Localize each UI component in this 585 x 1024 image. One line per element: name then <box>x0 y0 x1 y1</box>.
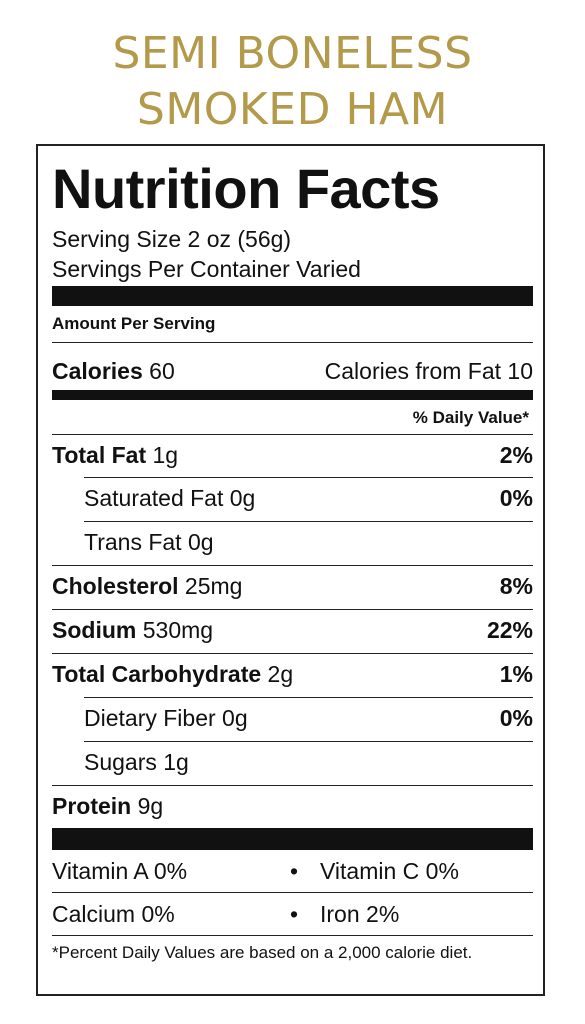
nutrient-amount: 1g <box>163 749 189 775</box>
nutrient-name: Dietary Fiber <box>84 705 216 731</box>
calories-label: Calories <box>52 358 143 384</box>
product-title-line-2: SMOKED HAM <box>136 84 449 135</box>
nutrient-row-dietary-fiber: Dietary Fiber 0g 0% <box>84 705 533 732</box>
nutrient-amount: 0g <box>222 705 248 731</box>
divider <box>52 892 533 893</box>
nutrient-dv: 8% <box>499 573 533 599</box>
nutrient-name: Cholesterol <box>52 573 179 599</box>
nutrient-row-cholesterol: Cholesterol 25mg 8% <box>52 573 533 600</box>
nutrient-row-saturated-fat: Saturated Fat 0g 0% <box>84 485 533 512</box>
footnote: *Percent Daily Values are based on a 2,0… <box>52 943 473 962</box>
nutrient-amount: 25mg <box>184 573 243 599</box>
bullet-separator: • <box>290 858 299 884</box>
iron: Iron 2% <box>320 901 400 927</box>
nutrient-row-sugars: Sugars 1g <box>84 749 533 776</box>
daily-value-header: % Daily Value* <box>412 408 529 427</box>
nutrient-dv: 0% <box>499 705 533 731</box>
nutrient-amount: 1g <box>152 442 179 468</box>
nutrient-amount: 9g <box>137 793 164 819</box>
nutrient-dv: 0% <box>499 485 533 511</box>
nutrient-dv: 22% <box>486 617 533 643</box>
vitamin-c: Vitamin C 0% <box>320 858 459 884</box>
divider <box>52 785 533 786</box>
serving-size: Serving Size 2 oz (56g) <box>52 226 292 252</box>
nutrient-name: Total Carbohydrate <box>52 661 262 687</box>
divider <box>52 565 533 566</box>
nutrient-dv: 2% <box>499 442 533 468</box>
calories-from-fat: Calories from Fat 10 <box>324 358 533 384</box>
calcium: Calcium 0% <box>52 901 175 927</box>
thick-divider <box>52 286 533 306</box>
product-title-line-1: SEMI BONELESS <box>112 28 473 79</box>
divider <box>52 434 533 435</box>
nutrition-facts-panel: Nutrition Facts Serving Size 2 oz (56g) … <box>36 144 545 996</box>
thick-divider <box>52 828 533 850</box>
nutrient-name: Protein <box>52 793 132 819</box>
nutrient-name: Trans Fat <box>84 529 182 555</box>
divider <box>52 935 533 936</box>
nutrient-row-protein: Protein 9g <box>52 793 533 820</box>
nutrient-row-trans-fat: Trans Fat 0g <box>84 529 533 556</box>
nutrient-amount: 0g <box>229 485 256 511</box>
nutrition-facts-heading: Nutrition Facts <box>52 157 440 220</box>
calories-row: Calories 60 Calories from Fat 10 <box>52 358 533 385</box>
nutrient-dv: 1% <box>499 661 533 687</box>
vitamin-a: Vitamin A 0% <box>52 858 188 884</box>
nutrient-name: Saturated Fat <box>84 485 224 511</box>
divider <box>84 741 533 742</box>
nutrient-name: Total Fat <box>52 442 147 468</box>
servings-per-container: Servings Per Container Varied <box>52 256 361 282</box>
medium-divider <box>52 390 533 400</box>
nutrient-row-total-carbohydrate: Total Carbohydrate 2g 1% <box>52 661 533 688</box>
divider <box>84 521 533 522</box>
divider <box>52 342 533 343</box>
nutrient-amount: 2g <box>267 661 294 687</box>
divider <box>52 653 533 654</box>
nutrient-row-total-fat: Total Fat 1g 2% <box>52 442 533 469</box>
calories-value: 60 <box>149 358 175 384</box>
divider <box>52 609 533 610</box>
nutrient-row-sodium: Sodium 530mg 22% <box>52 617 533 644</box>
nutrient-amount: 0g <box>187 529 214 555</box>
nutrient-amount: 530mg <box>142 617 214 643</box>
nutrient-name: Sodium <box>52 617 137 643</box>
divider <box>84 477 533 478</box>
divider <box>84 697 533 698</box>
amount-per-serving: Amount Per Serving <box>52 314 216 333</box>
nutrient-name: Sugars <box>84 749 157 775</box>
bullet-separator: • <box>290 901 299 927</box>
